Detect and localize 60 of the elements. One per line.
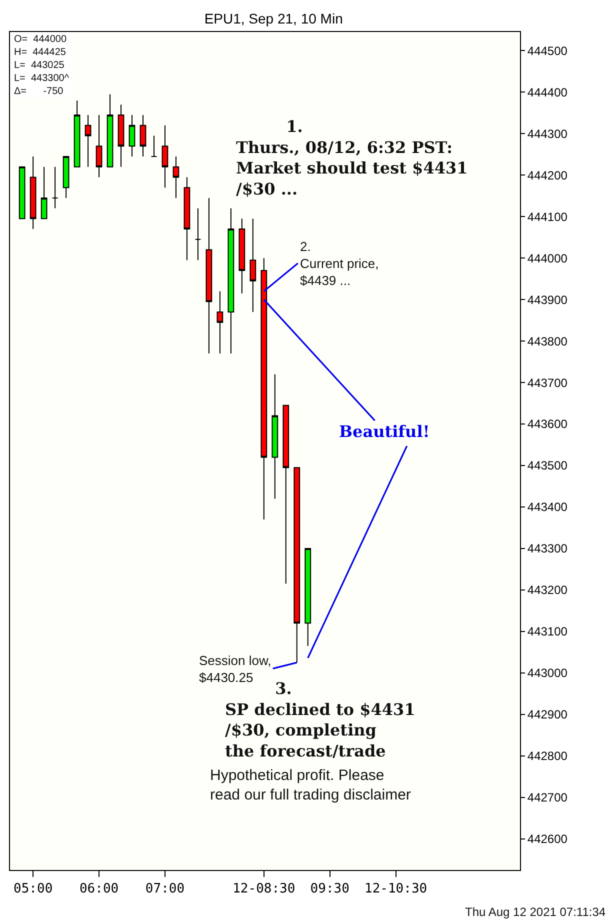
candlestick [184, 176, 190, 261]
annotation: Hypothetical profit. Please read our full trading disclaimer [210, 767, 411, 804]
x-tick-label: 12-08:30 [232, 882, 296, 897]
y-tick-label: 444100 [527, 210, 568, 224]
y-tick-label: 442900 [527, 708, 568, 722]
candlestick [250, 218, 256, 313]
candlestick [18, 166, 26, 220]
y-tick-label: 444300 [527, 126, 568, 141]
x-tick-label: 09:30 [310, 882, 350, 897]
text: Thu Aug 12 2021 07:11:34 [465, 905, 606, 919]
candlestick [52, 166, 58, 209]
y-tick-label: 442800 [527, 749, 568, 764]
candlestick [162, 124, 168, 188]
y-tick-label: 443300 [527, 542, 568, 556]
candlestick [260, 258, 268, 520]
x-tick-label: 05:00 [14, 882, 53, 897]
y-tick-label: 443800 [527, 334, 568, 348]
y-tick-label: 443100 [527, 624, 568, 639]
candlestick [84, 114, 92, 168]
candlestick [140, 114, 146, 157]
annotation: Beautiful! [339, 422, 430, 441]
y-tick-label: 443700 [527, 376, 568, 390]
y-tick-label: 443900 [527, 292, 568, 307]
y-tick-label: 444500 [527, 44, 568, 58]
candlestick [96, 114, 102, 178]
candlestick [294, 467, 300, 664]
candlestick [150, 135, 158, 157]
candlestick [238, 218, 246, 294]
candlestick [216, 290, 224, 354]
candlestick [106, 94, 114, 168]
annotation: 2. Current price, $4439 ... [300, 239, 379, 288]
candlestick [304, 548, 312, 646]
x-tick-label: 12-10:30 [364, 882, 428, 897]
annotation: 1. Thurs., 08/12, 6:32 PST: Market should test $4431 /$30 ... [236, 117, 468, 198]
candlestick [74, 100, 80, 168]
y-tick-label: 443400 [527, 500, 568, 514]
y-tick-label: 444400 [527, 85, 568, 100]
annotation: O= 444000 H= 444425 L= 443025 L= 443300^ Δ= -750 [14, 34, 70, 97]
y-tick-label: 442700 [527, 790, 568, 805]
candlestick [228, 208, 234, 354]
chart-title: EPU1, Sep 21, 10 Min [204, 10, 343, 27]
candlestick [282, 404, 290, 584]
y-tick-label: 443200 [527, 583, 568, 598]
x-tick-label: 07:00 [145, 882, 185, 897]
y-tick-label: 443600 [527, 417, 568, 432]
x-tick-label: 06:00 [79, 882, 119, 897]
y-tick-label: 443000 [527, 666, 568, 680]
y-tick-label: 443500 [527, 458, 568, 473]
candlestick [272, 374, 278, 500]
y-tick-label: 444000 [527, 251, 568, 266]
candlestick [40, 166, 48, 220]
candlestick [118, 104, 124, 168]
candlestick [62, 156, 70, 198]
candlestick [194, 208, 202, 261]
candlestick [128, 114, 136, 157]
candlestick [206, 197, 212, 354]
y-tick-label: 442600 [527, 832, 568, 846]
candlestick [30, 156, 36, 230]
candlestick [172, 156, 180, 198]
y-tick-label: 444200 [527, 168, 568, 182]
